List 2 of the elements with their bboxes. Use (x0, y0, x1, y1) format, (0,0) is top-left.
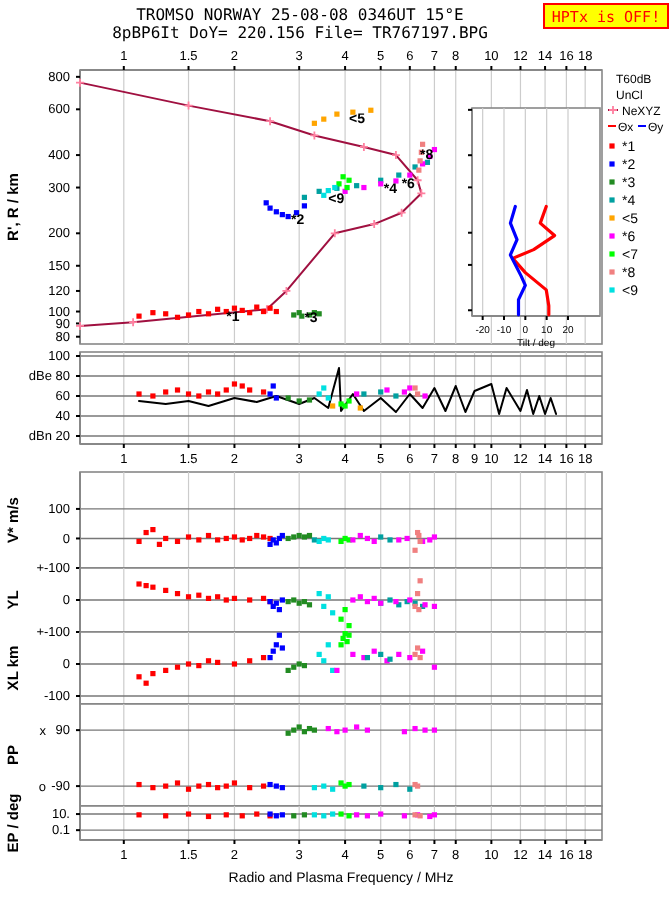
chart-title: TROMSO NORWAY 25-08-08 0346UT 15°E (136, 6, 465, 24)
chart-subtitle: 8pBP6It DoY= 220.156 File= TR767197.BPG (112, 24, 489, 42)
